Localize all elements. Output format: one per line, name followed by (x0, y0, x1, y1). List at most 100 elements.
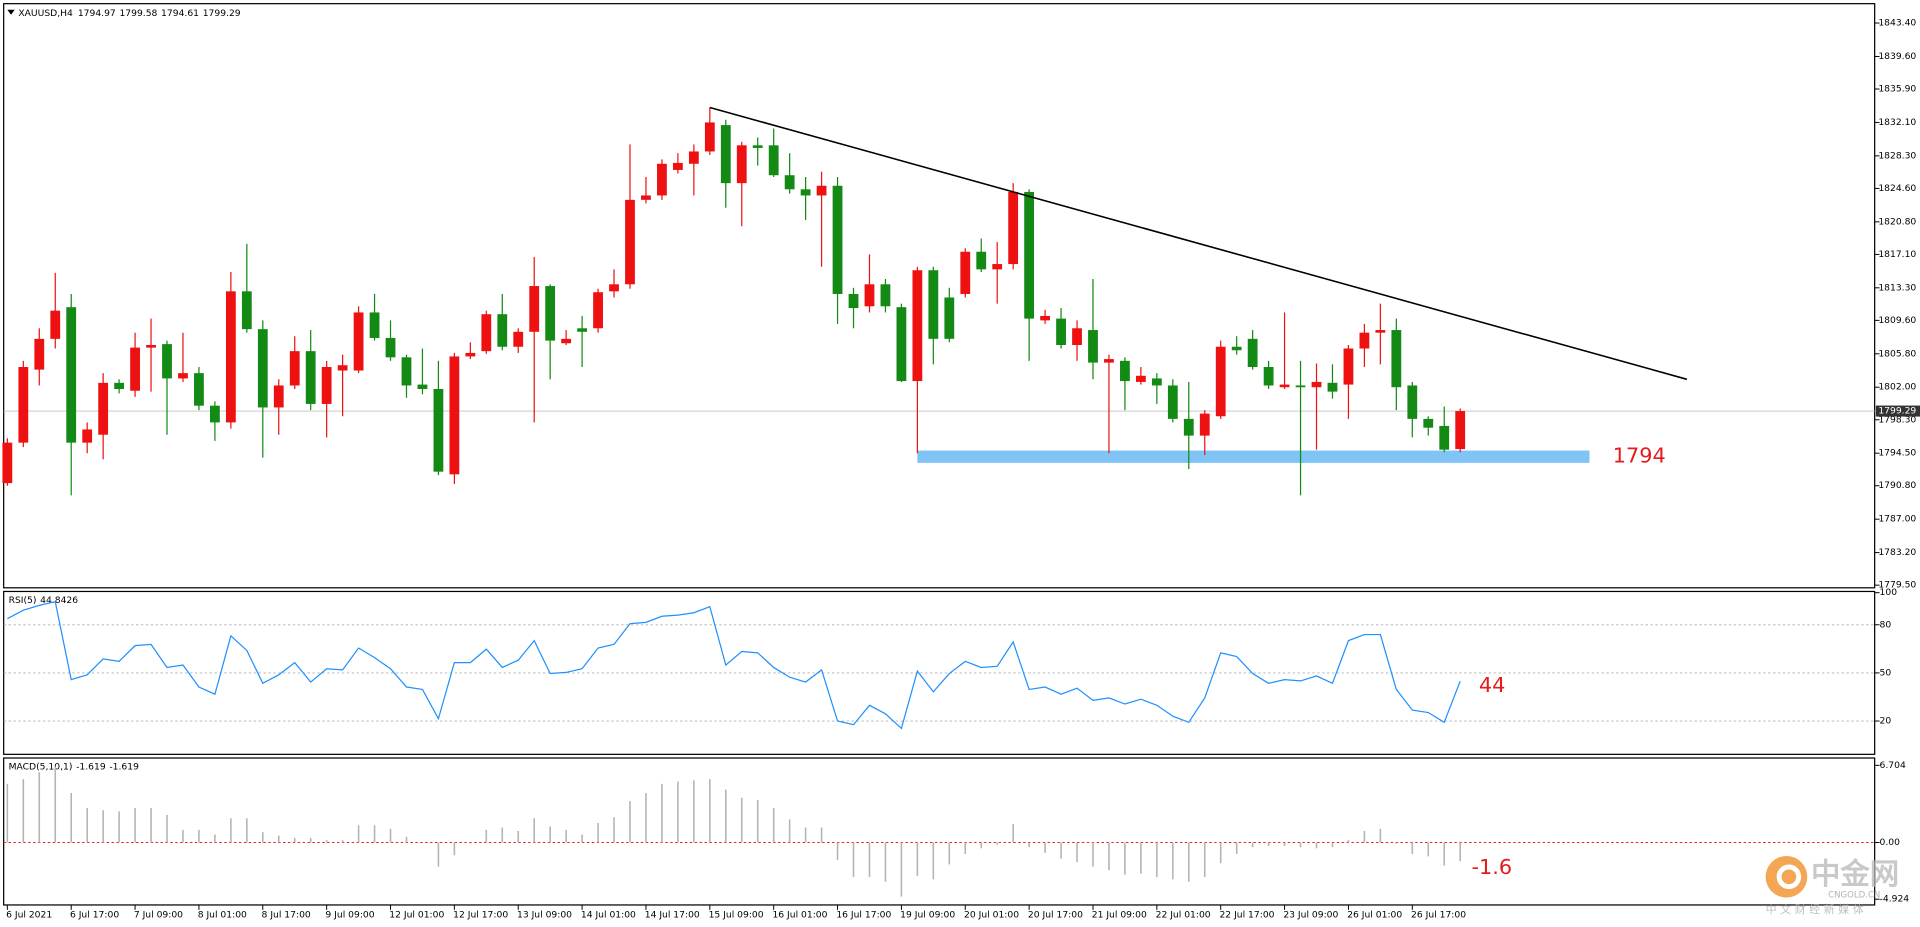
y-tick-label: 1790.80 (1878, 480, 1916, 491)
candle-body (1375, 330, 1386, 333)
x-tick-label: 9 Jul 09:00 (325, 909, 374, 920)
y-tick-label: 80 (1880, 619, 1892, 630)
candle-body (1327, 382, 1338, 392)
x-tick-label: 7 Jul 09:00 (134, 909, 183, 920)
y-tick-label: 1824.60 (1878, 183, 1916, 194)
candle-body (896, 307, 907, 382)
rsi-title: RSI(5) (9, 595, 37, 606)
current-price-box (1875, 405, 1920, 417)
x-tick-label: 8 Jul 01:00 (198, 909, 247, 920)
candle-body (672, 162, 683, 170)
candle-body (1215, 346, 1226, 417)
candle-body (1040, 315, 1050, 321)
x-tick-label: 22 Jul 17:00 (1219, 909, 1274, 920)
header-open: 1794.97 (78, 7, 116, 18)
trendline (709, 106, 1688, 381)
candle-body (1343, 348, 1354, 385)
candle-body (625, 199, 635, 285)
x-tick-label: 26 Jul 01:00 (1347, 909, 1402, 920)
candle-body (2, 442, 13, 484)
y-tick-label: 1843.40 (1878, 18, 1916, 29)
candle-body (241, 291, 252, 330)
candle-body (257, 329, 268, 408)
candle-body (433, 388, 444, 472)
x-tick-label: 13 Jul 09:00 (517, 909, 572, 920)
candle-body (130, 347, 140, 391)
candle-body (465, 352, 476, 357)
candle-body (289, 351, 300, 386)
rsi-annotation: 44 (1479, 673, 1505, 697)
candle-body (976, 251, 987, 270)
y-tick-label: 1817.10 (1878, 249, 1916, 260)
candle-body (225, 291, 236, 423)
candle-body (960, 251, 971, 294)
candle-body (1167, 385, 1178, 419)
y-tick-label: 0.00 (1880, 837, 1901, 848)
y-tick-label: 1779.50 (1878, 580, 1916, 591)
candle-body (928, 270, 939, 339)
candle-body (1311, 381, 1322, 388)
candle-body (816, 185, 827, 196)
candle-body (497, 314, 508, 347)
candle-body (1056, 318, 1066, 345)
macd-value: -1.619 (76, 761, 106, 772)
candle-body (82, 429, 93, 443)
candle-body (146, 344, 156, 348)
y-tick-label: 1828.30 (1878, 150, 1916, 161)
candle-body (864, 284, 875, 307)
y-tick-label: 1805.80 (1878, 348, 1916, 359)
candle-body (273, 385, 284, 408)
candle-body (1120, 360, 1130, 382)
candle-body (417, 384, 428, 389)
x-tick-label: 15 Jul 09:00 (709, 909, 764, 920)
y-tick-label: 1839.60 (1878, 51, 1916, 62)
header-icon (7, 9, 15, 15)
candle-body (1199, 413, 1210, 436)
candle-body (1151, 378, 1162, 386)
watermark-tagline: 中 文 财 经 新 媒 体 (1766, 902, 1864, 916)
candle-body (784, 175, 795, 190)
macd-title: MACD(5,10,1) (9, 761, 73, 772)
candle-body (1231, 346, 1242, 351)
candle-body (1391, 330, 1402, 388)
candle-body (704, 122, 715, 152)
candle-body (1263, 366, 1274, 386)
candle-body (385, 337, 396, 358)
candle-body (720, 125, 731, 184)
candle-body (1088, 330, 1098, 363)
candle-body (1279, 384, 1290, 388)
macd-signal-value: -1.619 (109, 761, 139, 772)
price-pane (3, 3, 1876, 589)
candle-body (305, 351, 316, 404)
macd-header: MACD(5,10,1) -1.619 -1.619 (9, 761, 140, 772)
candle-body (1183, 418, 1194, 436)
candle-body (1439, 425, 1450, 450)
x-tick-label: 8 Jul 17:00 (262, 909, 311, 920)
header-close: 1799.29 (203, 7, 241, 18)
candle-body (641, 195, 651, 200)
candle-body (880, 284, 891, 307)
y-tick-label: 1798.30 (1878, 414, 1916, 425)
candle-body (401, 357, 412, 386)
x-tick-label: 21 Jul 09:00 (1092, 909, 1147, 920)
support-label: 1794 (1613, 444, 1666, 468)
candle-body (1295, 385, 1306, 388)
candle-body (449, 356, 460, 475)
candle-body (114, 382, 125, 389)
macd-annotation: -1.6 (1472, 855, 1513, 879)
x-tick-label: 26 Jul 17:00 (1411, 909, 1466, 920)
x-tick-label: 16 Jul 17:00 (836, 909, 891, 920)
y-tick-label: 1783.20 (1878, 547, 1916, 558)
candle-body (944, 297, 955, 339)
y-tick-label: 1835.90 (1878, 84, 1916, 95)
candle-body (50, 310, 61, 339)
candle-body (992, 264, 1003, 270)
candle-body (1104, 359, 1114, 363)
x-tick-label: 14 Jul 01:00 (581, 909, 636, 920)
candle-body (209, 405, 220, 423)
x-tick-label: 6 Jul 2021 (6, 909, 52, 920)
x-tick-label: 12 Jul 01:00 (389, 909, 444, 920)
x-tick-label: 6 Jul 17:00 (70, 909, 119, 920)
